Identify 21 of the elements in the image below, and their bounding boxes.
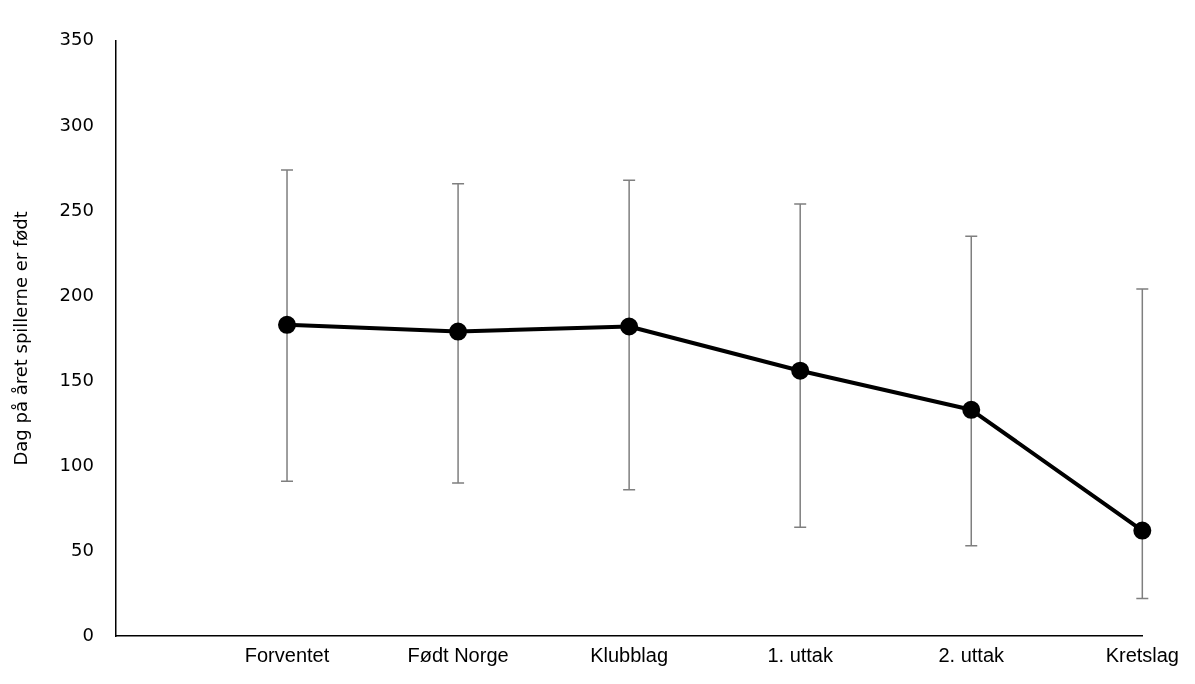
point	[1133, 521, 1152, 540]
point	[962, 400, 981, 419]
y-tick-label: 100	[59, 453, 94, 475]
x-tick-label: 2. uttak	[938, 643, 1006, 666]
y-tick-label: 150	[59, 368, 94, 390]
point	[620, 317, 639, 336]
x-tick-label: Kretslag	[1105, 643, 1179, 666]
y-tick-label: 250	[59, 198, 94, 220]
y-axis-title: Dag på året spillerne er født	[10, 211, 32, 466]
y-tick-label: 350	[59, 28, 94, 50]
point	[791, 361, 810, 380]
x-tick-label: Født Norge	[407, 643, 509, 666]
x-tick-label: Klubblag	[590, 643, 669, 666]
y-tick-label: 300	[59, 113, 94, 135]
y-tick-label: 0	[82, 623, 94, 645]
x-tick-label: 1. uttak	[767, 643, 834, 666]
point	[278, 315, 297, 334]
x-tick-label: Forventet	[244, 643, 330, 666]
point	[449, 322, 468, 341]
y-tick-label: 50	[71, 538, 94, 560]
y-tick-label: 200	[59, 283, 94, 305]
